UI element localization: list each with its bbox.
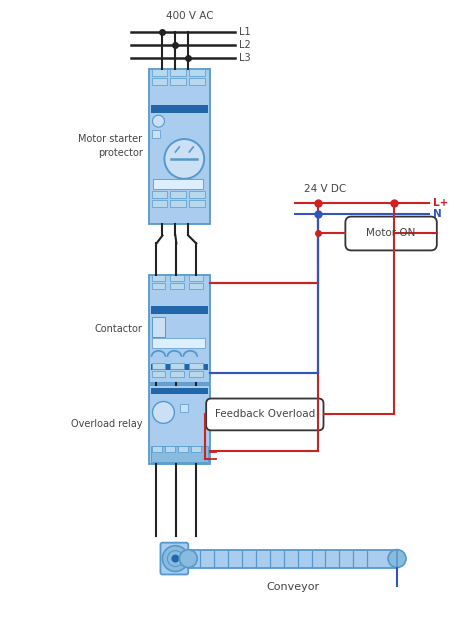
FancyBboxPatch shape xyxy=(148,275,210,383)
FancyBboxPatch shape xyxy=(153,446,163,452)
Text: Contactor: Contactor xyxy=(95,324,143,334)
FancyBboxPatch shape xyxy=(170,275,184,281)
Text: Conveyor: Conveyor xyxy=(266,582,319,592)
FancyBboxPatch shape xyxy=(152,371,165,377)
Circle shape xyxy=(172,554,179,563)
Text: N: N xyxy=(433,209,442,218)
Text: L2: L2 xyxy=(239,39,251,50)
Circle shape xyxy=(163,545,188,572)
FancyBboxPatch shape xyxy=(189,190,205,197)
FancyBboxPatch shape xyxy=(152,363,165,369)
Text: Overload relay: Overload relay xyxy=(71,419,143,429)
FancyBboxPatch shape xyxy=(151,364,208,370)
FancyBboxPatch shape xyxy=(165,446,175,452)
FancyBboxPatch shape xyxy=(189,283,203,289)
Text: L1: L1 xyxy=(239,27,251,37)
Circle shape xyxy=(167,551,183,566)
FancyBboxPatch shape xyxy=(189,69,205,76)
FancyBboxPatch shape xyxy=(152,275,165,281)
Text: Feedback Overload: Feedback Overload xyxy=(215,410,315,420)
FancyBboxPatch shape xyxy=(161,543,188,575)
FancyBboxPatch shape xyxy=(189,199,205,206)
FancyBboxPatch shape xyxy=(206,399,323,431)
FancyBboxPatch shape xyxy=(152,338,205,348)
FancyBboxPatch shape xyxy=(152,69,167,76)
FancyBboxPatch shape xyxy=(170,199,186,206)
FancyBboxPatch shape xyxy=(151,387,208,394)
FancyBboxPatch shape xyxy=(151,105,208,113)
FancyBboxPatch shape xyxy=(148,385,210,464)
FancyBboxPatch shape xyxy=(188,550,397,568)
FancyBboxPatch shape xyxy=(152,199,167,206)
FancyBboxPatch shape xyxy=(189,78,205,85)
FancyBboxPatch shape xyxy=(189,275,203,281)
FancyBboxPatch shape xyxy=(170,363,184,369)
FancyBboxPatch shape xyxy=(170,190,186,197)
Circle shape xyxy=(164,139,204,179)
Circle shape xyxy=(388,550,406,568)
FancyBboxPatch shape xyxy=(189,371,203,377)
FancyBboxPatch shape xyxy=(152,78,167,85)
FancyBboxPatch shape xyxy=(178,446,188,452)
FancyBboxPatch shape xyxy=(170,69,186,76)
FancyBboxPatch shape xyxy=(152,190,167,197)
FancyBboxPatch shape xyxy=(153,130,161,138)
Text: L+: L+ xyxy=(433,197,448,208)
Circle shape xyxy=(153,115,164,127)
FancyBboxPatch shape xyxy=(148,69,210,224)
FancyBboxPatch shape xyxy=(152,283,165,289)
FancyBboxPatch shape xyxy=(189,363,203,369)
FancyBboxPatch shape xyxy=(191,446,201,452)
Text: Motor starter
protector: Motor starter protector xyxy=(78,134,143,158)
FancyBboxPatch shape xyxy=(170,78,186,85)
FancyBboxPatch shape xyxy=(170,371,184,377)
FancyBboxPatch shape xyxy=(170,283,184,289)
Text: L3: L3 xyxy=(239,53,251,62)
FancyBboxPatch shape xyxy=(180,404,188,413)
Text: 400 V AC: 400 V AC xyxy=(166,11,214,21)
Text: 24 V DC: 24 V DC xyxy=(304,184,346,194)
Circle shape xyxy=(153,401,174,424)
FancyBboxPatch shape xyxy=(154,179,203,189)
FancyBboxPatch shape xyxy=(152,317,165,337)
Circle shape xyxy=(179,550,197,568)
Text: Motor ON: Motor ON xyxy=(366,229,416,239)
FancyBboxPatch shape xyxy=(346,217,437,250)
FancyBboxPatch shape xyxy=(151,306,208,314)
FancyBboxPatch shape xyxy=(151,446,208,462)
